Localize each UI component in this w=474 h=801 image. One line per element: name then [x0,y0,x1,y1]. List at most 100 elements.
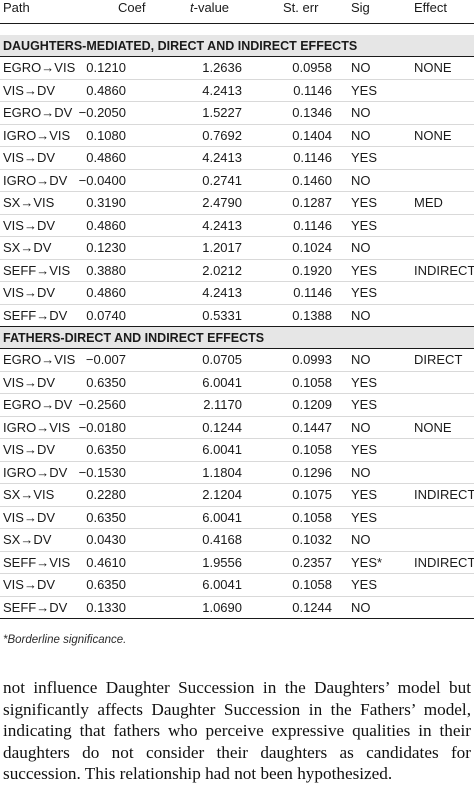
cell-sig: YES [351,577,378,592]
body-paragraph: not influence Daughter Succession in the… [3,678,471,783]
cell-effect: NONE [414,419,452,435]
table-row: SEFF→VIS 0.3880 2.0212 0.1920 YES INDIRECT [0,260,474,282]
cell-coef: 0.6350 [86,374,126,390]
cell-sig: NO [351,599,371,615]
cell-t-value: 0.1244 [202,419,242,435]
table-row: IGRO→VIS −0.0180 0.1244 0.1447 NO NONE [0,417,474,439]
table-row: VIS→DV 0.6350 6.0041 0.1058 YES [0,439,474,462]
cell-coef: −0.0180 [78,419,126,435]
cell-st-err: 0.1447 [292,419,332,435]
table-row: VIS→DV 0.4860 4.2413 0.1146 YES [0,80,474,102]
table-row: SX→DV 0.0430 0.4168 0.1032 NO [0,529,474,552]
cell-path: VIS→DV [3,217,56,233]
header-t-italic: t [190,0,194,15]
cell-t-value: 4.2413 [202,82,242,98]
cell-effect: DIRECT [414,352,463,367]
table-body: DAUGHTERS-MEDIATED, DIRECT AND INDIRECT … [0,35,474,619]
cell-path: SX→DV [3,532,52,547]
cell-t-value: 0.0705 [202,352,242,367]
cell-coef: 0.6350 [86,577,126,592]
cell-st-err: 0.1024 [292,240,332,255]
cell-coef: 0.3190 [86,195,126,210]
cell-coef: −0.0400 [78,172,126,188]
cell-path: SEFF→DV [3,599,68,615]
cell-path: SEFF→VIS [3,554,71,570]
cell-path: EGRO→DV [3,397,73,412]
cell-path: EGRO→DV [3,105,73,120]
cell-st-err: 0.1146 [293,285,332,300]
cell-t-value: 4.2413 [202,217,242,233]
cell-t-value: 0.7692 [202,127,242,143]
cell-coef: 0.0740 [86,307,126,323]
cell-sig: NO [351,127,371,143]
cell-path: VIS→DV [3,509,56,525]
header-sig: Sig [351,0,370,15]
header-t-value: t-value [190,0,229,16]
cell-path: IGRO→VIS [3,419,71,435]
cell-path: SX→DV [3,240,52,255]
table-row: VIS→DV 0.4860 4.2413 0.1146 YES [0,215,474,237]
cell-coef: 0.4610 [86,554,126,570]
cell-coef: 0.6350 [86,509,126,525]
cell-sig: NO [351,352,371,367]
cell-coef: 0.4860 [86,217,126,233]
cell-st-err: 0.1146 [293,82,332,98]
cell-coef: 0.1230 [86,240,126,255]
cell-st-err: 0.0958 [292,60,332,75]
cell-path: VIS→DV [3,577,56,592]
cell-st-err: 0.1032 [292,532,332,547]
cell-coef: 0.3880 [86,262,126,278]
cell-st-err: 0.1296 [292,464,332,480]
cell-t-value: 1.1804 [202,464,242,480]
cell-coef: −0.007 [85,352,126,367]
table-row: IGRO→VIS 0.1080 0.7692 0.1404 NO NONE [0,125,474,147]
cell-coef: 0.1330 [86,599,126,615]
cell-path: EGRO→VIS [3,352,76,367]
cell-st-err: 0.1058 [292,442,332,457]
cell-effect: INDIRECT [414,487,474,502]
cell-path: IGRO→DV [3,172,68,188]
cell-sig: YES [351,442,378,457]
cell-sig: YES [351,509,378,525]
cell-st-err: 0.1287 [292,195,332,210]
cell-sig: NO [351,532,371,547]
cell-path: VIS→DV [3,442,56,457]
cell-st-err: 0.1209 [292,397,332,412]
cell-path: VIS→DV [3,285,56,300]
cell-st-err: 0.1388 [292,307,332,323]
cell-t-value: 1.2636 [202,60,242,75]
cell-coef: 0.4860 [86,82,126,98]
table-row: VIS→DV 0.6350 6.0041 0.1058 YES [0,372,474,394]
cell-sig: YES [351,195,378,210]
cell-sig: YES [351,262,378,278]
table-row: SX→VIS 0.2280 2.1204 0.1075 YES INDIRECT [0,484,474,507]
table-row: SEFF→DV 0.0740 0.5331 0.1388 NO [0,305,474,327]
cell-t-value: 6.0041 [202,577,242,592]
cell-coef: 0.4860 [86,285,126,300]
cell-st-err: 0.1460 [292,172,332,188]
table-row: IGRO→DV −0.1530 1.1804 0.1296 NO [0,462,474,484]
cell-sig: YES [351,397,378,412]
table-row: SX→VIS 0.3190 2.4790 0.1287 YES MED [0,192,474,215]
cell-effect: INDIRECT [414,554,474,570]
cell-sig: NO [351,419,371,435]
table-row: EGRO→VIS −0.007 0.0705 0.0993 NO DIRECT [0,349,474,372]
table-row: IGRO→DV −0.0400 0.2741 0.1460 NO [0,170,474,192]
section-header: FATHERS-DIRECT AND INDIRECT EFFECTS [0,327,474,349]
cell-sig: NO [351,60,371,75]
cell-t-value: 2.0212 [202,262,242,278]
cell-coef: −0.2050 [78,105,126,120]
table-footnote: *Borderline significance. [3,634,127,646]
cell-path: IGRO→VIS [3,127,71,143]
cell-st-err: 0.1920 [292,262,332,278]
table-row: VIS→DV 0.6350 6.0041 0.1058 YES [0,574,474,597]
cell-coef: 0.2280 [86,487,126,502]
cell-path: VIS→DV [3,82,56,98]
cell-st-err: 0.1058 [292,374,332,390]
cell-st-err: 0.1404 [292,127,332,143]
cell-t-value: 6.0041 [202,374,242,390]
table-row: SEFF→DV 0.1330 1.0690 0.1244 NO [0,597,474,619]
cell-path: VIS→DV [3,374,56,390]
cell-st-err: 0.1244 [292,599,332,615]
cell-t-value: 2.1204 [202,487,242,502]
